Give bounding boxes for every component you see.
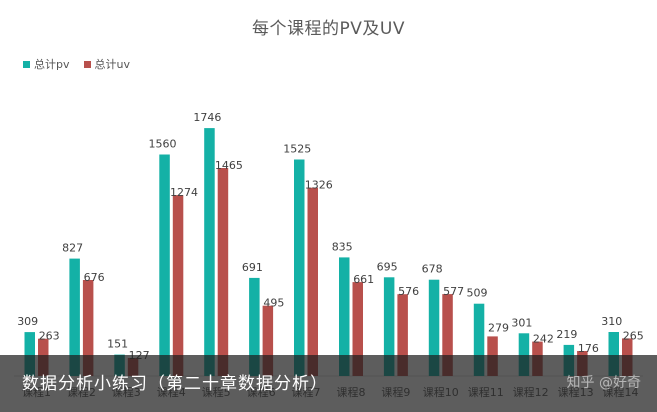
bar-uv [172, 195, 184, 376]
bar-pv [339, 257, 350, 376]
data-label-pv: 1560 [149, 138, 177, 151]
data-label-pv: 301 [511, 316, 532, 329]
bar-pv [24, 332, 35, 376]
data-label-pv: 219 [556, 328, 577, 341]
data-label-pv: 509 [467, 287, 488, 300]
bar-pv [69, 258, 80, 376]
caption-text: 数据分析小练习（第二十章数据分析） [22, 374, 328, 394]
bar-pv [518, 333, 530, 376]
legend-swatch-uv [83, 60, 91, 68]
data-label-uv: 263 [39, 330, 60, 343]
data-label-uv: 576 [398, 285, 419, 298]
data-label-uv: 1465 [215, 159, 243, 172]
legend-label-pv: 总计pv [34, 58, 70, 71]
data-label-pv: 835 [332, 240, 353, 253]
legend-label-uv: 总计uv [94, 58, 130, 71]
data-label-uv: 676 [84, 271, 105, 284]
data-label-pv: 309 [17, 315, 38, 328]
legend: 总计pv 总计uv [23, 56, 130, 72]
bar-uv [262, 305, 274, 376]
bar-pv [159, 154, 170, 376]
data-label-uv: 176 [578, 342, 599, 355]
data-label-pv: 827 [62, 242, 83, 255]
data-label-uv: 265 [623, 329, 644, 342]
data-label-pv: 310 [601, 315, 622, 328]
bar-pv [608, 332, 619, 376]
data-label-uv: 279 [488, 321, 509, 334]
bar-pv [428, 279, 440, 376]
data-label-uv: 495 [263, 297, 284, 310]
data-label-uv: 1274 [170, 186, 198, 199]
data-label-uv: 242 [533, 333, 554, 346]
data-label-uv: 1326 [305, 179, 333, 192]
data-label-pv: 151 [107, 338, 128, 351]
bar-uv [352, 282, 363, 376]
bar-pv [294, 159, 305, 376]
bar-uv [442, 294, 453, 376]
chart-title: 每个课程的PV及UV [252, 19, 405, 39]
bar-uv [397, 294, 408, 376]
data-label-pv: 1525 [283, 143, 311, 156]
bar-pv [473, 303, 485, 376]
caption-overlay: 数据分析小练习（第二十章数据分析） 知乎 @好奇 [0, 355, 657, 412]
watermark: 知乎 @好奇 [566, 375, 641, 391]
data-label-uv: 661 [353, 273, 374, 286]
legend-item-uv: 总计uv [83, 56, 130, 72]
bar-pv [249, 277, 260, 376]
data-label-pv: 691 [242, 261, 263, 274]
bar-uv [82, 280, 94, 376]
data-label-pv: 678 [422, 263, 443, 276]
data-label-pv: 1746 [193, 111, 221, 124]
data-label-uv: 577 [443, 285, 464, 298]
bar-uv [307, 187, 318, 376]
legend-swatch-pv [23, 60, 30, 68]
bar-pv [383, 277, 395, 376]
bar-pv [204, 128, 215, 376]
data-label-pv: 695 [377, 260, 398, 273]
bar-uv [217, 168, 229, 376]
legend-item-pv: 总计pv [23, 56, 70, 72]
